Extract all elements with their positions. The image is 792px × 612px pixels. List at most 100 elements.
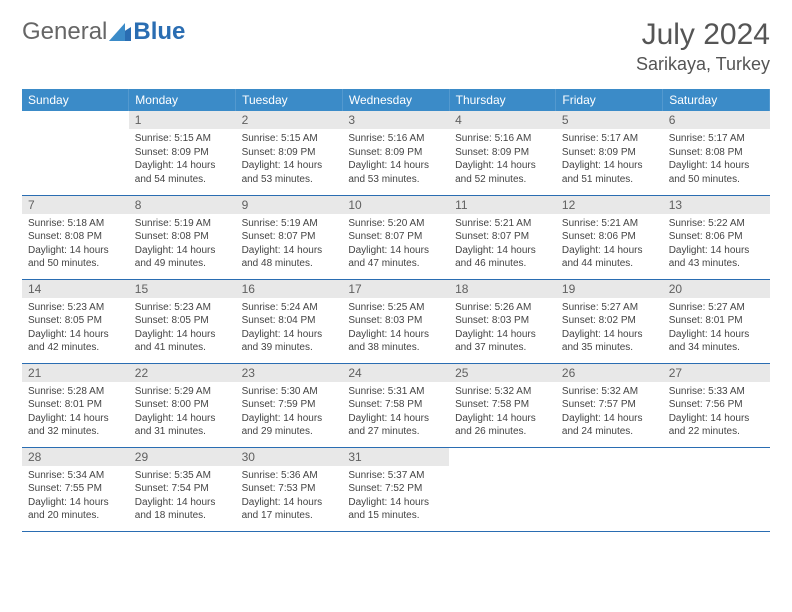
day-number: 29 [129,448,236,466]
calendar-cell: 2Sunrise: 5:15 AMSunset: 8:09 PMDaylight… [236,111,343,195]
header: General Blue July 2024 Sarikaya, Turkey [22,18,770,75]
calendar-cell: 30Sunrise: 5:36 AMSunset: 7:53 PMDayligh… [236,447,343,531]
calendar-cell: 14Sunrise: 5:23 AMSunset: 8:05 PMDayligh… [22,279,129,363]
day-number: 25 [449,364,556,382]
calendar-cell: 17Sunrise: 5:25 AMSunset: 8:03 PMDayligh… [342,279,449,363]
calendar-cell: 10Sunrise: 5:20 AMSunset: 8:07 PMDayligh… [342,195,449,279]
day-number: 27 [663,364,770,382]
day-number: 8 [129,196,236,214]
day-details: Sunrise: 5:32 AMSunset: 7:58 PMDaylight:… [449,382,556,442]
calendar-cell: 13Sunrise: 5:22 AMSunset: 8:06 PMDayligh… [663,195,770,279]
calendar-cell: 15Sunrise: 5:23 AMSunset: 8:05 PMDayligh… [129,279,236,363]
day-details: Sunrise: 5:35 AMSunset: 7:54 PMDaylight:… [129,466,236,526]
calendar-cell: 16Sunrise: 5:24 AMSunset: 8:04 PMDayligh… [236,279,343,363]
calendar-cell: 31Sunrise: 5:37 AMSunset: 7:52 PMDayligh… [342,447,449,531]
day-number: 20 [663,280,770,298]
location-label: Sarikaya, Turkey [636,54,770,75]
day-number: 13 [663,196,770,214]
calendar-cell: 5Sunrise: 5:17 AMSunset: 8:09 PMDaylight… [556,111,663,195]
day-details: Sunrise: 5:16 AMSunset: 8:09 PMDaylight:… [342,129,449,189]
day-details: Sunrise: 5:27 AMSunset: 8:01 PMDaylight:… [663,298,770,358]
day-details: Sunrise: 5:22 AMSunset: 8:06 PMDaylight:… [663,214,770,274]
day-details: Sunrise: 5:21 AMSunset: 8:06 PMDaylight:… [556,214,663,274]
calendar-cell: 9Sunrise: 5:19 AMSunset: 8:07 PMDaylight… [236,195,343,279]
day-details: Sunrise: 5:26 AMSunset: 8:03 PMDaylight:… [449,298,556,358]
day-number: 2 [236,111,343,129]
calendar-cell: 8Sunrise: 5:19 AMSunset: 8:08 PMDaylight… [129,195,236,279]
calendar-grid: SundayMondayTuesdayWednesdayThursdayFrid… [22,89,770,532]
day-number: 1 [129,111,236,129]
day-number: 11 [449,196,556,214]
day-details: Sunrise: 5:19 AMSunset: 8:08 PMDaylight:… [129,214,236,274]
calendar-cell: 11Sunrise: 5:21 AMSunset: 8:07 PMDayligh… [449,195,556,279]
day-number: 7 [22,196,129,214]
day-details: Sunrise: 5:31 AMSunset: 7:58 PMDaylight:… [342,382,449,442]
day-number: 24 [342,364,449,382]
day-number: 9 [236,196,343,214]
calendar-cell: 20Sunrise: 5:27 AMSunset: 8:01 PMDayligh… [663,279,770,363]
day-details: Sunrise: 5:34 AMSunset: 7:55 PMDaylight:… [22,466,129,526]
calendar-week-row: 28Sunrise: 5:34 AMSunset: 7:55 PMDayligh… [22,447,770,531]
day-number: 30 [236,448,343,466]
day-number: 21 [22,364,129,382]
day-details: Sunrise: 5:15 AMSunset: 8:09 PMDaylight:… [129,129,236,189]
calendar-cell: 6Sunrise: 5:17 AMSunset: 8:08 PMDaylight… [663,111,770,195]
day-number: 22 [129,364,236,382]
day-number: 26 [556,364,663,382]
weekday-header: Tuesday [236,89,343,111]
day-number: 23 [236,364,343,382]
day-number: 12 [556,196,663,214]
day-details: Sunrise: 5:23 AMSunset: 8:05 PMDaylight:… [22,298,129,358]
calendar-cell [449,447,556,531]
calendar-body: 1Sunrise: 5:15 AMSunset: 8:09 PMDaylight… [22,111,770,531]
day-number: 6 [663,111,770,129]
calendar-cell: 18Sunrise: 5:26 AMSunset: 8:03 PMDayligh… [449,279,556,363]
calendar-cell: 28Sunrise: 5:34 AMSunset: 7:55 PMDayligh… [22,447,129,531]
day-details: Sunrise: 5:33 AMSunset: 7:56 PMDaylight:… [663,382,770,442]
calendar-week-row: 14Sunrise: 5:23 AMSunset: 8:05 PMDayligh… [22,279,770,363]
calendar-cell [22,111,129,195]
day-number: 18 [449,280,556,298]
day-number: 4 [449,111,556,129]
day-details: Sunrise: 5:17 AMSunset: 8:09 PMDaylight:… [556,129,663,189]
day-details: Sunrise: 5:21 AMSunset: 8:07 PMDaylight:… [449,214,556,274]
weekday-header-row: SundayMondayTuesdayWednesdayThursdayFrid… [22,89,770,111]
calendar-cell: 12Sunrise: 5:21 AMSunset: 8:06 PMDayligh… [556,195,663,279]
weekday-header: Friday [556,89,663,111]
logo-text-1: General [22,18,107,46]
day-number: 31 [342,448,449,466]
calendar-cell: 1Sunrise: 5:15 AMSunset: 8:09 PMDaylight… [129,111,236,195]
day-details: Sunrise: 5:37 AMSunset: 7:52 PMDaylight:… [342,466,449,526]
calendar-cell: 3Sunrise: 5:16 AMSunset: 8:09 PMDaylight… [342,111,449,195]
calendar-cell: 23Sunrise: 5:30 AMSunset: 7:59 PMDayligh… [236,363,343,447]
calendar-cell: 25Sunrise: 5:32 AMSunset: 7:58 PMDayligh… [449,363,556,447]
logo: General Blue [22,18,185,46]
day-details: Sunrise: 5:19 AMSunset: 8:07 PMDaylight:… [236,214,343,274]
calendar-week-row: 7Sunrise: 5:18 AMSunset: 8:08 PMDaylight… [22,195,770,279]
calendar-week-row: 21Sunrise: 5:28 AMSunset: 8:01 PMDayligh… [22,363,770,447]
day-number: 19 [556,280,663,298]
day-details: Sunrise: 5:20 AMSunset: 8:07 PMDaylight:… [342,214,449,274]
day-details: Sunrise: 5:18 AMSunset: 8:08 PMDaylight:… [22,214,129,274]
day-number: 5 [556,111,663,129]
logo-triangle-icon [109,23,131,41]
day-number: 17 [342,280,449,298]
calendar-cell: 22Sunrise: 5:29 AMSunset: 8:00 PMDayligh… [129,363,236,447]
day-number: 14 [22,280,129,298]
day-details: Sunrise: 5:25 AMSunset: 8:03 PMDaylight:… [342,298,449,358]
weekday-header: Wednesday [342,89,449,111]
day-details: Sunrise: 5:24 AMSunset: 8:04 PMDaylight:… [236,298,343,358]
calendar-cell: 7Sunrise: 5:18 AMSunset: 8:08 PMDaylight… [22,195,129,279]
month-title: July 2024 [636,18,770,52]
calendar-cell: 27Sunrise: 5:33 AMSunset: 7:56 PMDayligh… [663,363,770,447]
day-details: Sunrise: 5:23 AMSunset: 8:05 PMDaylight:… [129,298,236,358]
calendar-cell [663,447,770,531]
calendar-cell [556,447,663,531]
weekday-header: Thursday [449,89,556,111]
day-details: Sunrise: 5:32 AMSunset: 7:57 PMDaylight:… [556,382,663,442]
day-details: Sunrise: 5:29 AMSunset: 8:00 PMDaylight:… [129,382,236,442]
weekday-header: Monday [129,89,236,111]
logo-text-2: Blue [133,18,185,46]
calendar-cell: 24Sunrise: 5:31 AMSunset: 7:58 PMDayligh… [342,363,449,447]
calendar-week-row: 1Sunrise: 5:15 AMSunset: 8:09 PMDaylight… [22,111,770,195]
